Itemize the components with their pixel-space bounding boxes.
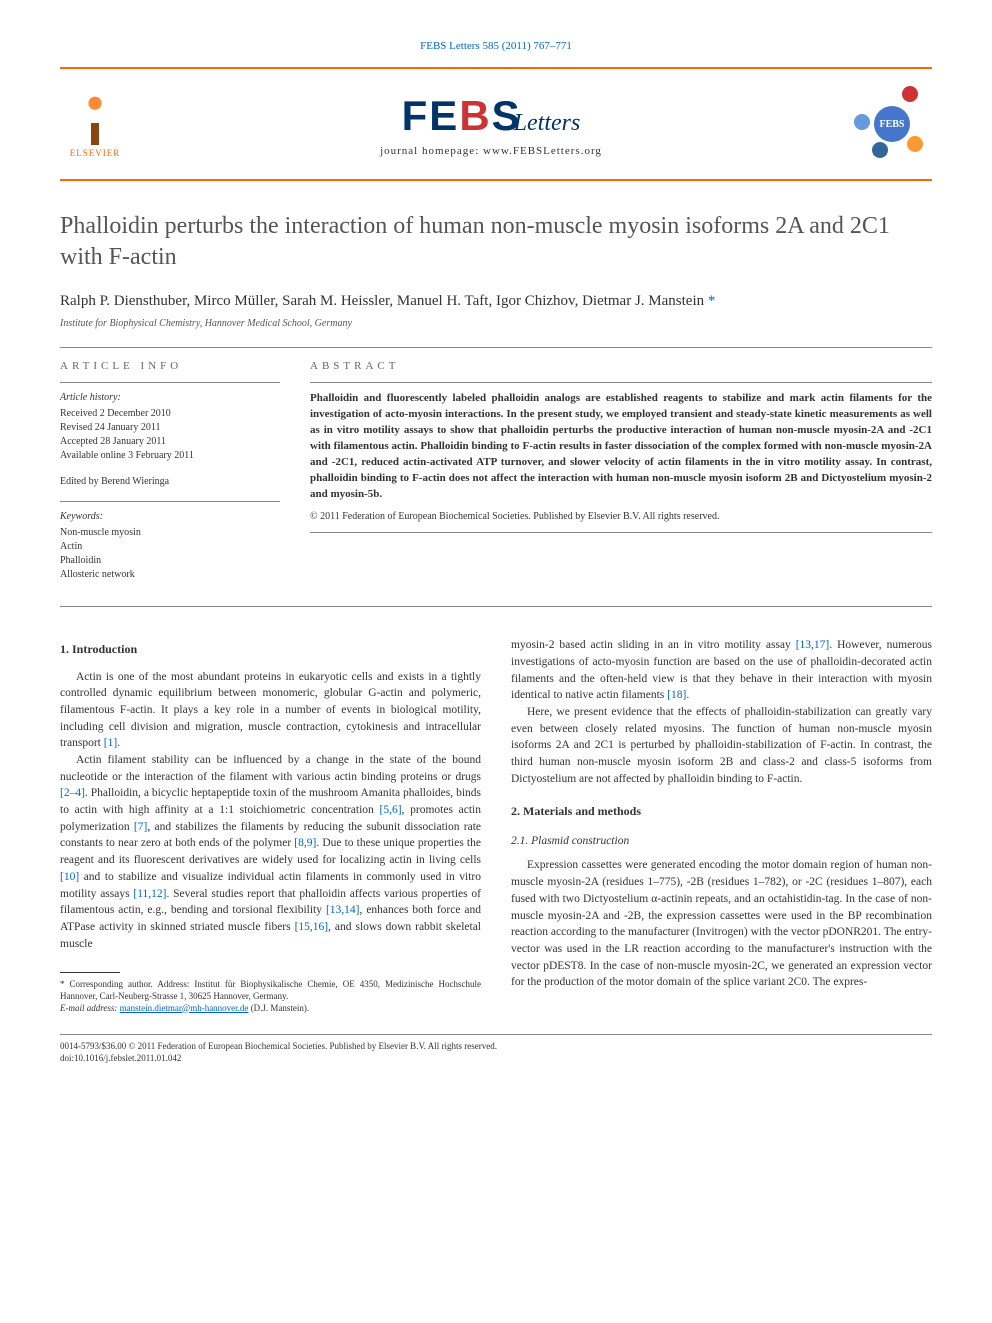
issn-line: 0014-5793/$36.00 © 2011 Federation of Eu… xyxy=(60,1041,932,1053)
febs-letters-word: Letters xyxy=(514,110,581,137)
plasmid-heading: 2.1. Plasmid construction xyxy=(511,833,932,850)
footnote-separator xyxy=(60,972,120,973)
febs-letter-f: F xyxy=(402,92,428,140)
email-label: E-mail address: xyxy=(60,1003,117,1013)
authors-text: Ralph P. Diensthuber, Mirco Müller, Sara… xyxy=(60,293,704,309)
febs-letter-b: B xyxy=(459,92,489,140)
elsevier-name: ELSEVIER xyxy=(70,148,121,158)
ref-link[interactable]: [13,17] xyxy=(796,639,830,651)
ref-link[interactable]: [15,16] xyxy=(295,921,329,933)
article-title: Phalloidin perturbs the interaction of h… xyxy=(60,211,932,273)
doi-line[interactable]: doi:10.1016/j.febslet.2011.01.042 xyxy=(60,1053,932,1065)
received-date: Received 2 December 2010 xyxy=(60,407,280,421)
intro-paragraph: Here, we present evidence that the effec… xyxy=(511,704,932,787)
ref-link[interactable]: [5,6] xyxy=(379,804,401,816)
divider xyxy=(60,382,280,383)
keyword: Allosteric network xyxy=(60,568,280,582)
article-info-header: article info xyxy=(60,360,280,372)
online-date: Available online 3 February 2011 xyxy=(60,449,280,463)
article-info: article info Article history: Received 2… xyxy=(60,360,280,594)
febs-society-logo[interactable]: FEBS xyxy=(852,84,932,164)
journal-header: ELSEVIER F E B S Letters journal homepag… xyxy=(60,67,932,181)
plasmid-paragraph: Expression cassettes were generated enco… xyxy=(511,857,932,990)
email-link[interactable]: manstein.dietmar@mh-hannover.de xyxy=(120,1003,249,1013)
divider xyxy=(310,532,932,533)
abstract-text: Phalloidin and fluorescently labeled pha… xyxy=(310,391,932,503)
email-who: (D.J. Manstein). xyxy=(248,1003,309,1013)
ref-link[interactable]: [18] xyxy=(667,689,686,701)
febs-badge-dot-icon xyxy=(902,86,918,102)
email-footnote: E-mail address: manstein.dietmar@mh-hann… xyxy=(60,1003,481,1015)
febs-badge-dot-icon xyxy=(854,114,870,130)
keywords-label: Keywords: xyxy=(60,510,280,524)
accepted-date: Accepted 28 January 2011 xyxy=(60,435,280,449)
abstract-column: abstract Phalloidin and fluorescently la… xyxy=(310,360,932,594)
revised-date: Revised 24 January 2011 xyxy=(60,421,280,435)
intro-paragraph: Actin is one of the most abundant protei… xyxy=(60,669,481,752)
ref-link[interactable]: [2–4] xyxy=(60,787,85,799)
febs-letter-e: E xyxy=(429,92,457,140)
info-abstract-row: article info Article history: Received 2… xyxy=(60,360,932,594)
keyword: Non-muscle myosin xyxy=(60,526,280,540)
intro-heading: 1. Introduction xyxy=(60,641,481,658)
ref-link[interactable]: [11,12] xyxy=(133,888,166,900)
keyword: Phalloidin xyxy=(60,554,280,568)
corresponding-footnote: * Corresponding author. Address: Institu… xyxy=(60,979,481,1002)
elsevier-tree-icon xyxy=(70,90,120,145)
elsevier-logo[interactable]: ELSEVIER xyxy=(60,84,130,164)
ref-link[interactable]: [13,14] xyxy=(326,904,360,916)
affiliation: Institute for Biophysical Chemistry, Han… xyxy=(60,318,932,329)
body-right-column: myosin-2 based actin sliding in an in vi… xyxy=(511,637,932,1014)
corresponding-marker[interactable]: * xyxy=(708,293,716,309)
febs-badge-center: FEBS xyxy=(874,106,910,142)
journal-logo-block: F E B S Letters journal homepage: www.FE… xyxy=(380,92,602,157)
journal-homepage[interactable]: journal homepage: www.FEBSLetters.org xyxy=(380,145,602,157)
divider xyxy=(310,382,932,383)
divider xyxy=(60,347,932,348)
top-citation: FEBS Letters 585 (2011) 767–771 xyxy=(60,40,932,52)
keyword: Actin xyxy=(60,540,280,554)
bottom-bar: 0014-5793/$36.00 © 2011 Federation of Eu… xyxy=(60,1034,932,1064)
intro-paragraph-cont: myosin-2 based actin sliding in an in vi… xyxy=(511,637,932,704)
intro-paragraph: Actin filament stability can be influenc… xyxy=(60,752,481,952)
authors-line: Ralph P. Diensthuber, Mirco Müller, Sara… xyxy=(60,293,932,310)
divider xyxy=(60,606,932,607)
abstract-copyright: © 2011 Federation of European Biochemica… xyxy=(310,511,932,522)
febs-badge-dot-icon xyxy=(907,136,923,152)
ref-link[interactable]: [1] xyxy=(104,737,117,749)
ref-link[interactable]: [8,9] xyxy=(294,837,316,849)
body-left-column: 1. Introduction Actin is one of the most… xyxy=(60,637,481,1014)
divider xyxy=(60,501,280,502)
abstract-header: abstract xyxy=(310,360,932,372)
edited-by: Edited by Berend Wieringa xyxy=(60,475,280,489)
ref-link[interactable]: [10] xyxy=(60,871,79,883)
history-label: Article history: xyxy=(60,391,280,405)
body-columns: 1. Introduction Actin is one of the most… xyxy=(60,637,932,1014)
febs-logo: F E B S Letters xyxy=(402,92,581,140)
methods-heading: 2. Materials and methods xyxy=(511,803,932,820)
febs-badge-dot-icon xyxy=(872,142,888,158)
ref-link[interactable]: [7] xyxy=(134,821,147,833)
